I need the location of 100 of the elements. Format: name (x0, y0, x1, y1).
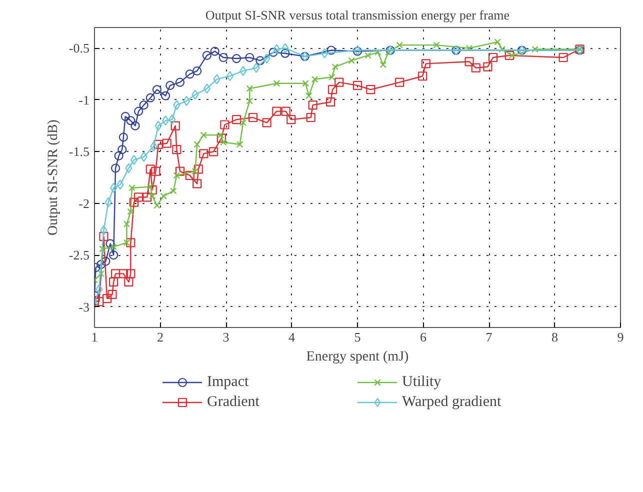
point (210, 46, 220, 56)
point (308, 100, 318, 110)
point (348, 57, 355, 64)
point (170, 121, 180, 130)
point (173, 100, 180, 110)
point (118, 145, 127, 154)
point (328, 74, 336, 81)
point (494, 38, 501, 46)
point (366, 85, 376, 94)
point (110, 269, 120, 278)
point (172, 145, 182, 154)
y-tick-label: -2 (78, 196, 90, 211)
point (498, 46, 506, 53)
y-tick-label: -3 (78, 299, 90, 314)
x-axis-title: Energy spent (mJ) (306, 350, 410, 364)
point (464, 57, 474, 66)
point (175, 166, 185, 176)
point (396, 42, 403, 48)
point (208, 147, 218, 156)
point (175, 78, 185, 87)
point (306, 112, 316, 122)
point (118, 269, 128, 278)
point (194, 164, 203, 174)
point (120, 112, 130, 122)
point (146, 93, 155, 102)
point (173, 172, 180, 179)
point (240, 66, 247, 76)
point (280, 48, 290, 58)
x-tick-label: 4 (288, 330, 296, 344)
x-tick-label: 6 (420, 330, 427, 344)
point (147, 183, 154, 190)
point (114, 151, 124, 160)
x-tick-label: 7 (486, 330, 493, 344)
point (130, 154, 138, 165)
point (160, 91, 170, 100)
point (96, 260, 106, 269)
point (148, 185, 157, 194)
point (151, 166, 160, 176)
point (192, 179, 202, 188)
point (108, 290, 117, 299)
point (139, 100, 148, 110)
point (154, 140, 163, 149)
point (202, 50, 212, 60)
point (256, 56, 265, 66)
point (508, 52, 516, 59)
point (273, 44, 280, 54)
point (220, 138, 227, 146)
point (558, 52, 568, 62)
point (140, 152, 148, 162)
point (273, 80, 280, 87)
point (110, 243, 117, 250)
point (282, 43, 289, 54)
point (162, 116, 170, 126)
point (374, 48, 382, 56)
point (99, 246, 106, 252)
point (352, 80, 362, 90)
point (466, 44, 473, 52)
point (134, 192, 144, 202)
point (217, 132, 224, 138)
point (194, 141, 200, 148)
point (218, 52, 228, 62)
legend-label: Utility (402, 374, 442, 390)
point (286, 115, 296, 124)
point (311, 76, 318, 83)
point (268, 48, 278, 57)
point (226, 71, 234, 82)
point (272, 106, 282, 116)
point (364, 52, 372, 59)
point (160, 192, 167, 200)
point (380, 61, 387, 68)
point (532, 46, 538, 53)
y-tick-label: -1 (78, 92, 90, 108)
point (126, 238, 136, 248)
point (326, 97, 336, 107)
point (104, 197, 112, 208)
point (124, 277, 134, 287)
point (199, 149, 208, 158)
point (326, 46, 336, 55)
point (213, 74, 220, 84)
point (129, 198, 138, 207)
point (328, 85, 338, 94)
point (166, 80, 175, 90)
point (192, 66, 202, 76)
point (130, 121, 140, 130)
legend-label: Gradient (207, 394, 260, 410)
chart-title: Output SI-SNR versus total transmission energy per frame (205, 8, 510, 22)
point (302, 80, 309, 87)
point (110, 164, 120, 173)
point (116, 180, 124, 190)
point (246, 98, 254, 104)
point (232, 115, 242, 124)
point (421, 59, 430, 68)
point (262, 118, 272, 128)
point (168, 114, 176, 125)
point (102, 294, 112, 304)
point (106, 239, 115, 248)
point (128, 184, 136, 192)
point (98, 270, 104, 278)
point (185, 70, 194, 79)
point (332, 63, 339, 70)
